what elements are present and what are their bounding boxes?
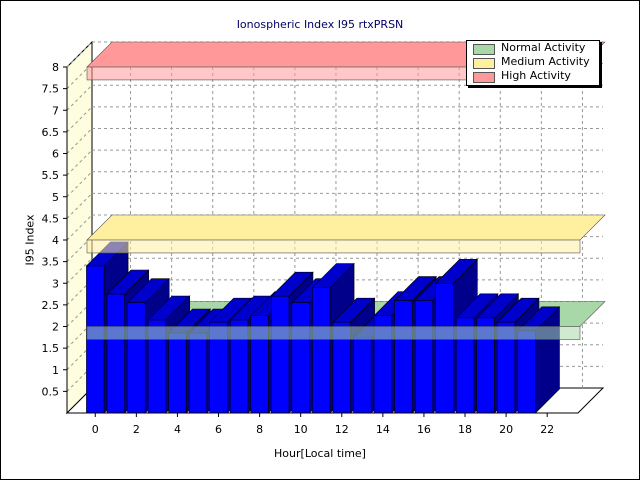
legend: Normal Activity Medium Activity High Act… — [466, 40, 600, 86]
legend-label-high: High Activity — [501, 69, 571, 82]
x-tick-label: 8 — [256, 423, 263, 436]
legend-label-normal: Normal Activity — [501, 41, 586, 54]
bar — [394, 300, 413, 414]
x-tick-label: 22 — [540, 423, 554, 436]
y-tick-label: 8 — [52, 61, 59, 74]
bar — [291, 302, 310, 414]
y-tick-label: 7 — [52, 104, 59, 117]
bar — [271, 295, 290, 414]
threshold-band-front — [86, 239, 581, 254]
threshold-band-fronts — [86, 66, 581, 340]
bar — [517, 330, 536, 414]
y-tick-label: 1 — [52, 364, 59, 377]
x-tick-label: 18 — [458, 423, 472, 436]
bar — [414, 300, 434, 414]
chart-title: Ionospheric Index I95 rtxPRSN — [236, 18, 404, 31]
x-tick-label: 12 — [335, 423, 349, 436]
x-tick-label: 20 — [499, 423, 513, 436]
legend-swatch-normal — [473, 44, 495, 55]
legend-swatch-high — [473, 72, 495, 83]
y-tick-label: 6 — [52, 148, 59, 161]
x-tick-label: 2 — [133, 423, 140, 436]
y-tick-label: 5.5 — [42, 169, 60, 182]
threshold-band-top — [86, 214, 606, 241]
bar — [106, 293, 125, 414]
x-tick-label: 6 — [215, 423, 222, 436]
y-tick-label: 1.5 — [42, 342, 60, 355]
y-tick-label: 5 — [52, 191, 59, 204]
bar — [168, 332, 187, 414]
x-tick-labels: 0 2 4 6 8 10 12 14 16 18 20 22 — [92, 423, 554, 436]
bar — [353, 337, 372, 414]
x-axis-label: Hour[Local time] — [274, 447, 366, 460]
x-tick-label: 14 — [376, 423, 390, 436]
y-tick-label: 2 — [52, 321, 59, 334]
bar — [435, 282, 454, 414]
bar — [188, 332, 208, 414]
x-tick-label: 4 — [174, 423, 181, 436]
x-tick-label: 10 — [294, 423, 308, 436]
threshold-band-front — [86, 326, 581, 340]
y-tick-label: 2.5 — [42, 299, 60, 312]
bar — [312, 287, 331, 414]
legend-label-medium: Medium Activity — [501, 55, 590, 68]
y-tick-label: 4 — [52, 234, 59, 247]
y-tick-label: 4.5 — [42, 212, 60, 225]
y-tick-labels: 0.5 1 1.5 2 2.5 3 3.5 4 4.5 5 5.5 6 6.5 7 7.5 8 — [42, 61, 60, 398]
y-tick-label: 3 — [52, 277, 59, 290]
y-tick-label: 0.5 — [42, 385, 60, 398]
x-tick-label: 16 — [417, 423, 431, 436]
axes — [63, 66, 578, 417]
y-tick-label: 7.5 — [42, 83, 60, 96]
legend-swatch-medium — [473, 58, 495, 69]
y-tick-label: 3.5 — [42, 256, 60, 269]
x-tick-label: 0 — [92, 423, 99, 436]
y-tick-label: 6.5 — [42, 126, 60, 139]
bar — [127, 302, 146, 414]
